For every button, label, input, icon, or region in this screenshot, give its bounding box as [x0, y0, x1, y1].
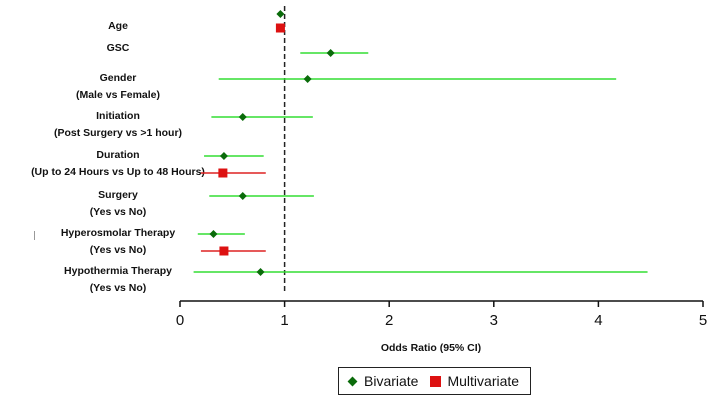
x-tick-label: 0	[176, 312, 184, 329]
row-labels: Age GSC Gender (Male vs Female) Initiation (P…	[31, 20, 205, 294]
x-tick-label: 5	[699, 312, 707, 329]
legend-label-bivariate: Bivariate	[364, 373, 419, 389]
bivariate-point	[326, 49, 335, 57]
legend-item-bivariate: Bivariate	[347, 373, 419, 389]
row-label: Gender	[100, 72, 137, 84]
row-label: (Yes vs No)	[90, 244, 147, 256]
stray-mark	[34, 231, 35, 240]
row-label: (Post Surgery vs >1 hour)	[54, 127, 182, 139]
multivariate-square-icon	[430, 375, 442, 387]
bivariate-point	[209, 230, 218, 238]
bivariate-point	[303, 75, 312, 83]
row-label: Duration	[96, 149, 139, 161]
legend-item-multivariate: Multivariate	[430, 373, 519, 389]
multivariate-point	[219, 246, 229, 256]
legend: Bivariate Multivariate	[338, 367, 531, 395]
x-tick-label: 1	[280, 312, 288, 329]
row-label: GSC	[107, 42, 130, 54]
legend-label-multivariate: Multivariate	[447, 373, 520, 389]
multivariate-point	[218, 168, 228, 178]
x-tick-label: 4	[594, 312, 602, 329]
bivariate-point	[238, 113, 247, 121]
bivariate-point	[238, 192, 247, 200]
bivariate-point	[256, 268, 265, 276]
row-label: (Yes vs No)	[90, 282, 147, 294]
row-label: Hyperosmolar Therapy	[61, 227, 176, 239]
x-axis-title: Odds Ratio (95% CI)	[381, 342, 481, 354]
bivariate-point	[219, 152, 228, 160]
data-marks	[193, 10, 648, 276]
x-tick-label: 2	[385, 312, 393, 329]
row-label: Initiation	[96, 110, 140, 122]
row-label: Surgery	[98, 189, 138, 201]
multivariate-point	[275, 23, 285, 33]
x-axis: 0 1 2 3 4 5	[176, 300, 707, 329]
row-label: Hypothermia Therapy	[64, 265, 172, 277]
row-label: (Male vs Female)	[76, 89, 160, 101]
bivariate-diamond-icon	[347, 376, 358, 386]
row-label: (Yes vs No)	[90, 206, 147, 218]
row-label: (Up to 24 Hours vs Up to 48 Hours)	[31, 166, 205, 178]
x-tick-label: 3	[490, 312, 498, 329]
bivariate-point	[276, 10, 285, 18]
row-label: Age	[108, 20, 128, 32]
